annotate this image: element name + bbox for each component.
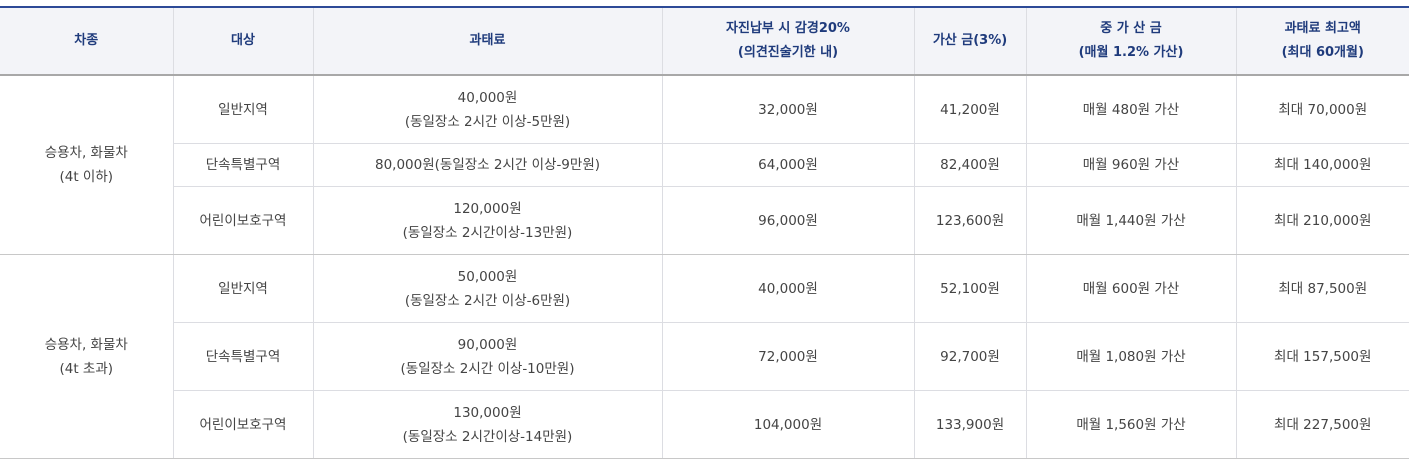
cell-text-line: (의견진술기한 내) xyxy=(737,45,839,60)
cell-text-line: (동일장소 2시간 이상-5만원) xyxy=(404,113,571,130)
vehicle-type-cell: 승용차, 화물차 (4t 이하) xyxy=(0,75,173,255)
reduced-fine-cell: 104,000원 xyxy=(661,390,914,459)
heavy-surcharge-cell: 매월 1,440원 가산 xyxy=(1025,186,1236,255)
cell-text-line: 중 가 산 금 xyxy=(1100,21,1162,36)
max-fine-cell: 최대 157,500원 xyxy=(1235,322,1409,391)
max-fine-cell: 최대 227,500원 xyxy=(1235,390,1409,459)
surcharge-cell: 52,100원 xyxy=(913,254,1026,323)
column-header-vehicle-type: 차종 xyxy=(0,7,173,76)
surcharge-cell: 82,400원 xyxy=(913,143,1026,187)
cell-text-line: 승용차, 화물차 xyxy=(44,336,128,353)
heavy-surcharge-cell: 매월 600원 가산 xyxy=(1025,254,1236,323)
column-header-heavy-surcharge: 중 가 산 금 (매월 1.2% 가산) xyxy=(1025,7,1236,76)
cell-text-line: (4t 이하) xyxy=(59,169,114,185)
cell-text-line: (동일장소 2시간 이상-6만원) xyxy=(404,292,571,309)
target-cell: 어린이보호구역 xyxy=(172,186,313,255)
max-fine-cell: 최대 210,000원 xyxy=(1235,186,1409,255)
target-cell: 일반지역 xyxy=(172,254,313,323)
heavy-surcharge-cell: 매월 1,560원 가산 xyxy=(1025,390,1236,459)
cell-text-line: 120,000원 xyxy=(453,200,522,217)
cell-text-line: (4t 초과) xyxy=(59,360,114,377)
reduced-fine-cell: 32,000원 xyxy=(661,75,914,144)
parking-fine-table: 차종 대상 과태료 자진납부 시 감경20% (의견진술기한 내) 가산 금(3%) 중 가… xyxy=(0,6,1409,459)
cell-text-line: 대상 xyxy=(231,33,255,48)
table-row: 어린이보호구역 130,000원 (동일장소 2시간이상-14만원) 104,000원… xyxy=(0,390,1409,459)
heavy-surcharge-cell: 매월 480원 가산 xyxy=(1025,75,1236,144)
surcharge-cell: 92,700원 xyxy=(913,322,1026,391)
reduced-fine-cell: 64,000원 xyxy=(661,143,914,187)
fine-cell: 50,000원 (동일장소 2시간 이상-6만원) xyxy=(312,254,662,323)
cell-text-line: (동일장소 2시간이상-14만원) xyxy=(402,428,573,445)
cell-text-line: (매월 1.2% 가산) xyxy=(1078,45,1184,60)
reduced-fine-cell: 72,000원 xyxy=(661,322,914,391)
surcharge-cell: 123,600원 xyxy=(913,186,1026,255)
cell-text-line: 50,000원 xyxy=(457,268,518,285)
fine-cell: 130,000원 (동일장소 2시간이상-14만원) xyxy=(312,390,662,459)
fine-cell: 90,000원 (동일장소 2시간 이상-10만원) xyxy=(312,322,662,391)
cell-text-line: 90,000원 xyxy=(457,336,518,353)
target-cell: 단속특별구역 xyxy=(172,143,313,187)
heavy-surcharge-cell: 매월 960원 가산 xyxy=(1025,143,1236,187)
cell-text-line: 자진납부 시 감경20% xyxy=(726,21,850,36)
fine-cell: 80,000원(동일장소 2시간 이상-9만원) xyxy=(312,143,662,187)
target-cell: 단속특별구역 xyxy=(172,322,313,391)
column-header-self-payment-reduced: 자진납부 시 감경20% (의견진술기한 내) xyxy=(661,7,914,76)
table-row: 단속특별구역 80,000원(동일장소 2시간 이상-9만원) 64,000원 82,… xyxy=(0,143,1409,187)
target-cell: 일반지역 xyxy=(172,75,313,144)
max-fine-cell: 최대 87,500원 xyxy=(1235,254,1409,323)
column-header-max-fine: 과태료 최고액 (최대 60개월) xyxy=(1235,7,1409,76)
column-header-fine: 과태료 xyxy=(312,7,662,76)
max-fine-cell: 최대 140,000원 xyxy=(1235,143,1409,187)
fine-cell: 40,000원 (동일장소 2시간 이상-5만원) xyxy=(312,75,662,144)
cell-text-line: 40,000원 xyxy=(457,89,518,106)
cell-text-line: (동일장소 2시간이상-13만원) xyxy=(402,224,573,241)
table-row: 승용차, 화물차 (4t 초과) 일반지역 50,000원 (동일장소 2시간 이상-6… xyxy=(0,254,1409,459)
cell-text-line: 과태료 최고액 xyxy=(1284,21,1361,36)
surcharge-cell: 41,200원 xyxy=(913,75,1026,144)
reduced-fine-cell: 40,000원 xyxy=(661,254,914,323)
column-header-surcharge: 가산 금(3%) xyxy=(913,7,1026,76)
cell-text-line: (동일장소 2시간 이상-10만원) xyxy=(400,360,575,377)
cell-text-line: (최대 60개월) xyxy=(1281,45,1364,60)
cell-text-line: 가산 금(3%) xyxy=(932,33,1008,48)
table-row: 단속특별구역 90,000원 (동일장소 2시간 이상-10만원) 72,000원 92… xyxy=(0,322,1409,391)
surcharge-cell: 133,900원 xyxy=(913,390,1026,459)
cell-text-line: 승용차, 화물차 xyxy=(44,145,128,161)
cell-text-line: 과태료 xyxy=(469,33,506,48)
column-header-target: 대상 xyxy=(172,7,313,76)
table-row: 어린이보호구역 120,000원 (동일장소 2시간이상-13만원) 96,000원 1… xyxy=(0,186,1409,255)
reduced-fine-cell: 96,000원 xyxy=(661,186,914,255)
cell-text-line: 130,000원 xyxy=(453,404,522,421)
vehicle-type-cell: 승용차, 화물차 (4t 초과) xyxy=(0,254,173,459)
fine-table-container: 차종 대상 과태료 자진납부 시 감경20% (의견진술기한 내) 가산 금(3%) 중 가… xyxy=(0,6,1409,459)
cell-text-line: 80,000원(동일장소 2시간 이상-9만원) xyxy=(374,157,601,173)
cell-text-line: 차종 xyxy=(74,33,99,48)
heavy-surcharge-cell: 매월 1,080원 가산 xyxy=(1025,322,1236,391)
table-row: 승용차, 화물차 (4t 이하) 일반지역 40,000원 (동일장소 2시간 이상-5… xyxy=(0,75,1409,255)
max-fine-cell: 최대 70,000원 xyxy=(1235,75,1409,144)
table-header-row: 차종 대상 과태료 자진납부 시 감경20% (의견진술기한 내) 가산 금(3%) 중 가… xyxy=(0,7,1409,76)
target-cell: 어린이보호구역 xyxy=(172,390,313,459)
fine-cell: 120,000원 (동일장소 2시간이상-13만원) xyxy=(312,186,662,255)
